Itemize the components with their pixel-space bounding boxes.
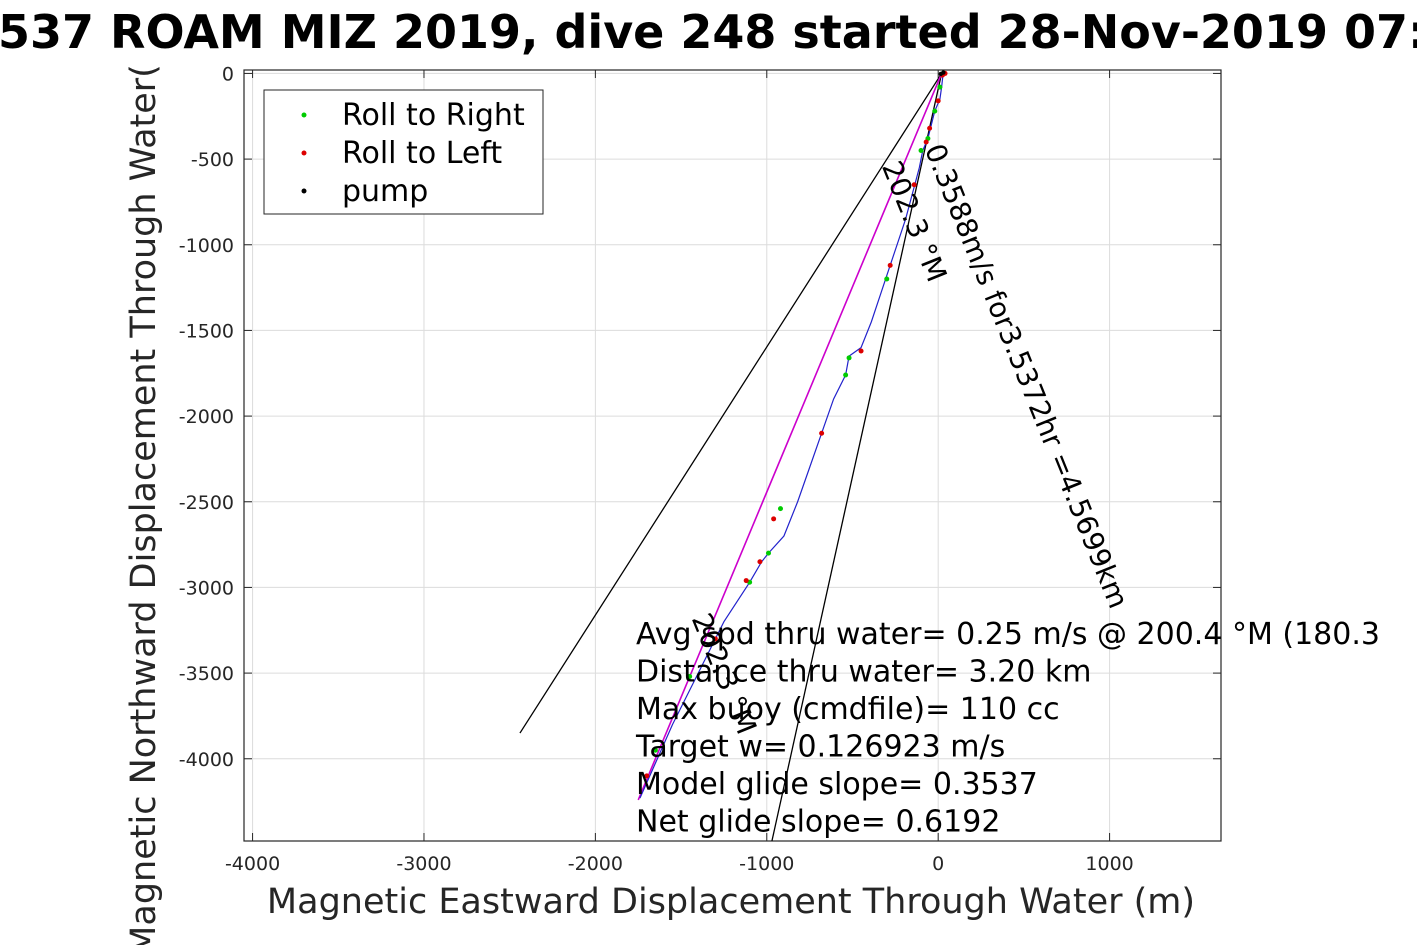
plot-lines <box>519 71 944 842</box>
y-tick-label: -500 <box>191 149 234 171</box>
y-tick-label: -3000 <box>179 577 234 599</box>
roll-left-point <box>644 773 650 779</box>
legend-marker <box>301 188 307 194</box>
roll-left-point <box>911 182 917 188</box>
y-tick-label: -3500 <box>179 663 234 685</box>
stat-line: Model glide slope= 0.3537 <box>636 767 1038 802</box>
plot-points <box>644 70 948 779</box>
roll-right-point <box>884 276 890 282</box>
y-tick-label: 0 <box>222 63 234 85</box>
x-tick-label: -1000 <box>739 853 794 875</box>
stat-line: Avg spd thru water= 0.25 m/s @ 200.4 °M … <box>636 617 1380 652</box>
roll-left-point <box>927 125 933 131</box>
stat-line: Distance thru water= 3.20 km <box>636 655 1091 690</box>
pump-point <box>938 71 943 77</box>
legend-marker <box>301 150 307 156</box>
heading-cone-line <box>519 73 943 734</box>
y-axis-ticks: 0 -500 -1000 -1500 -2000 -2500 -3000 -3500 -4000 <box>179 63 1221 771</box>
y-axis-label: Magnetic Northward Displacement Through … <box>124 64 164 945</box>
roll-right-point <box>687 674 693 680</box>
y-tick-label: -1500 <box>179 320 234 342</box>
axes-box <box>243 69 1222 842</box>
roll-left-point <box>771 516 777 522</box>
heading-cone-line <box>771 73 943 842</box>
x-tick-label: -2000 <box>568 853 623 875</box>
roll-right-point <box>937 84 943 90</box>
y-tick-label: -4000 <box>179 749 234 771</box>
roll-left-point <box>712 636 718 642</box>
x-tick-label: -3000 <box>396 853 451 875</box>
roll-right-point <box>846 355 852 361</box>
roll-right-point <box>843 372 849 378</box>
stat-line: Target w= 0.126923 m/s <box>635 730 1005 765</box>
legend-marker <box>301 112 307 118</box>
x-tick-label: 0 <box>932 853 944 875</box>
chart-title: 537 ROAM MIZ 2019, dive 248 started 28-N… <box>0 5 1417 59</box>
legend-label: Roll to Left <box>342 136 502 171</box>
roll-left-point <box>819 430 825 436</box>
x-tick-label: -4000 <box>225 853 280 875</box>
roll-right-point <box>652 747 658 753</box>
glider-track-line <box>639 71 944 799</box>
plot-area-border <box>243 69 1222 842</box>
roll-right-point <box>918 148 924 154</box>
x-axis-label: Magnetic Eastward Displacement Through W… <box>267 882 1195 922</box>
roll-right-point <box>765 550 771 556</box>
stat-line: Net glide slope= 0.6192 <box>636 805 1000 840</box>
roll-left-point <box>887 262 893 268</box>
legend-label: pump <box>342 174 428 209</box>
dive-stats: Avg spd thru water= 0.25 m/s @ 200.4 °M … <box>635 617 1380 840</box>
legend-box <box>263 89 544 215</box>
stat-line: Max buoy (cmdfile)= 110 cc <box>636 692 1060 727</box>
track-annotation: 0.3588m/s for3.5372hr =4.5699km <box>918 139 1135 613</box>
legend-label: Roll to Right <box>342 98 525 133</box>
roll-left-point <box>858 348 864 354</box>
x-tick-label: 1000 <box>1085 853 1133 875</box>
roll-left-point <box>923 139 929 145</box>
x-axis-ticks: -4000 -3000 -2000 -1000 0 1000 <box>225 70 1134 875</box>
grid-lines <box>244 70 1221 841</box>
y-tick-label: -2000 <box>179 406 234 428</box>
roll-left-point <box>935 98 941 104</box>
roll-right-point <box>777 506 783 512</box>
y-tick-label: -2500 <box>179 492 234 514</box>
roll-left-point <box>743 578 749 584</box>
roll-left-point <box>757 559 763 565</box>
y-tick-label: -1000 <box>179 235 234 257</box>
roll-right-point <box>932 108 938 114</box>
